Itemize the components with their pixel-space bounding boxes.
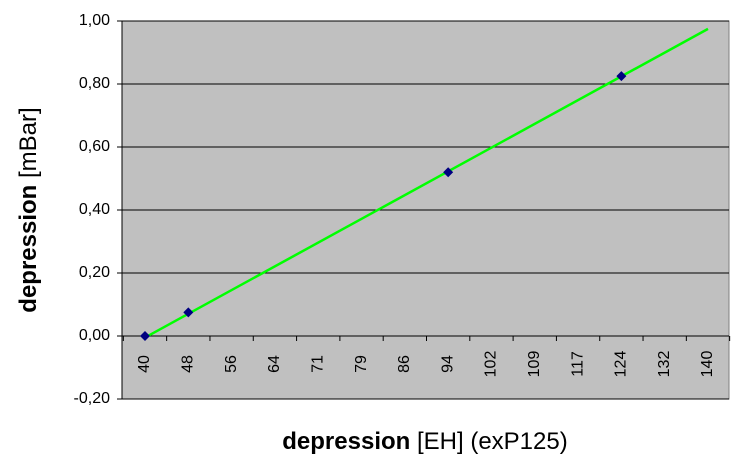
- x-tick-label: 102: [483, 351, 500, 378]
- y-tick-label: 0,40: [79, 201, 110, 218]
- x-tick-label: 132: [656, 351, 673, 378]
- x-axis-title-bold: depression: [282, 428, 410, 455]
- y-axis-title-rest: [mBar]: [15, 107, 42, 178]
- x-tick-label: 56: [223, 355, 240, 373]
- x-tick-label: 79: [353, 355, 370, 373]
- x-tick-label: 48: [180, 355, 197, 373]
- data-point: [616, 71, 627, 82]
- y-axis-title: depression [mBar]: [15, 107, 42, 312]
- x-axis-title: depression [EH] (exP125): [282, 428, 567, 455]
- data-point: [140, 331, 150, 341]
- x-tick-label: 94: [439, 355, 456, 373]
- x-tick-label: 109: [526, 351, 543, 378]
- x-tick-label: 140: [699, 351, 716, 378]
- x-tick-label: 124: [613, 351, 630, 378]
- data-point: [183, 307, 194, 318]
- x-tick-label: 71: [309, 355, 326, 373]
- x-tick-label: 40: [136, 355, 153, 373]
- data-point: [443, 167, 454, 178]
- x-tick-label: 64: [266, 355, 283, 373]
- y-tick-label: 1,00: [79, 12, 110, 29]
- x-tick-label: 117: [569, 351, 586, 377]
- y-tick-label: 0,00: [79, 327, 110, 344]
- y-axis-title-bold: depression: [15, 185, 42, 313]
- trendline: [144, 27, 709, 339]
- x-tick-label: 86: [396, 355, 413, 373]
- y-tick-label: -0,20: [74, 390, 111, 407]
- y-tick-label: 0,20: [79, 264, 110, 281]
- y-tick-label: 0,80: [79, 75, 110, 92]
- y-tick-label: 0,60: [79, 138, 110, 155]
- x-axis-title-rest: [EH] (exP125): [417, 428, 568, 455]
